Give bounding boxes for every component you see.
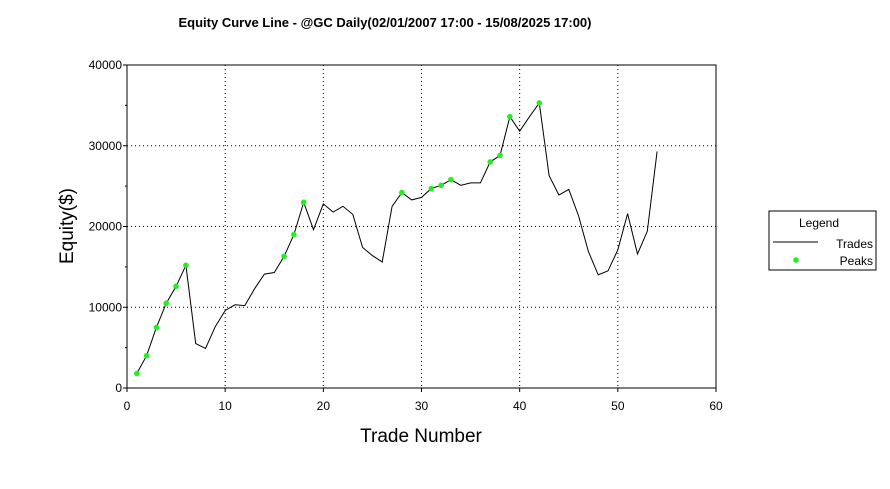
peaks-series: [134, 100, 543, 377]
peak-point: [536, 100, 543, 106]
x-tick-label: 40: [513, 399, 527, 413]
peak-point: [143, 352, 150, 359]
peak-point: [448, 176, 454, 183]
peak-point: [428, 185, 435, 192]
peak-point: [497, 152, 503, 159]
y-axis-label: Equity($): [57, 188, 78, 264]
legend-peaks-label: Peaks: [840, 254, 873, 268]
peak-point: [153, 324, 160, 331]
grid-lines: [127, 65, 716, 388]
peak-point: [438, 182, 444, 189]
axis-ticks: 0 10 20 30 40 50 60 0 10000 20000 30000 40000: [89, 58, 723, 413]
chart-title: Equity Curve Line - @GC Daily(02/01/2007…: [179, 15, 592, 30]
peak-point: [507, 113, 513, 120]
peak-point: [163, 300, 170, 307]
y-tick-label: 40000: [89, 58, 123, 72]
peak-point: [134, 370, 140, 377]
legend-title: Legend: [799, 216, 839, 230]
x-tick-label: 30: [415, 399, 429, 413]
peak-point: [487, 159, 494, 165]
y-tick-label: 10000: [89, 300, 123, 314]
y-tick-label: 20000: [89, 220, 123, 234]
x-axis-label: Trade Number: [360, 426, 482, 447]
peak-point: [291, 231, 297, 238]
x-tick-label: 10: [218, 399, 232, 413]
x-tick-label: 0: [124, 399, 131, 413]
legend-trades-label: Trades: [836, 237, 873, 251]
x-tick-label: 60: [709, 399, 723, 413]
peak-point: [281, 253, 287, 260]
peak-point: [173, 283, 179, 290]
trades-series-line: [136, 101, 658, 374]
legend: Legend Trades Peaks: [768, 210, 877, 271]
legend-peaks-swatch: [793, 257, 799, 263]
y-tick-label: 0: [115, 381, 122, 395]
x-tick-label: 20: [317, 399, 331, 413]
peak-point: [183, 262, 189, 269]
x-tick-label: 50: [611, 399, 625, 413]
peak-point: [399, 189, 405, 196]
legend-box: [768, 210, 877, 271]
peak-point: [300, 199, 307, 206]
y-tick-label: 30000: [89, 139, 123, 153]
